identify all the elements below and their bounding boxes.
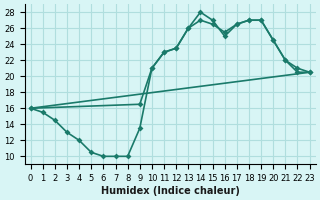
- X-axis label: Humidex (Indice chaleur): Humidex (Indice chaleur): [101, 186, 240, 196]
